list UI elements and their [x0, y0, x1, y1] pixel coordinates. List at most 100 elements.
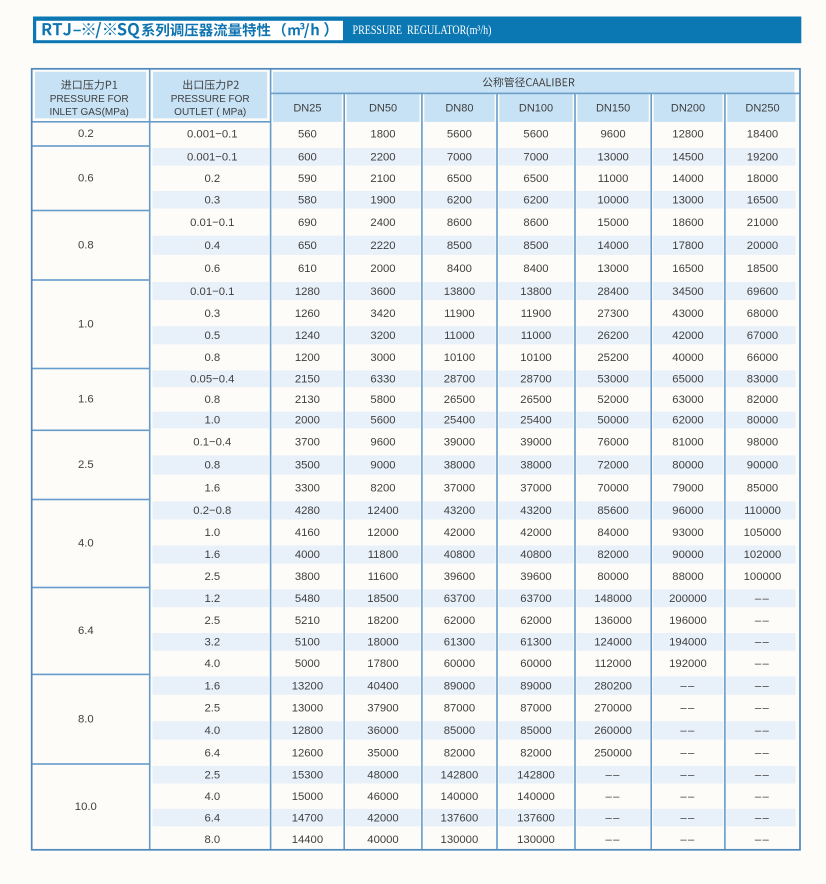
svg-text:39000: 39000 — [520, 437, 551, 449]
svg-text:INLET GAS(MPa): INLET GAS(MPa) — [50, 107, 129, 118]
svg-text:43200: 43200 — [520, 505, 551, 517]
svg-text:580: 580 — [298, 194, 317, 206]
svg-text:––: –– — [606, 791, 621, 803]
svg-text:87000: 87000 — [444, 703, 475, 715]
svg-text:0.4: 0.4 — [204, 240, 220, 252]
svg-text:––: –– — [680, 725, 695, 737]
svg-text:38000: 38000 — [520, 460, 551, 472]
svg-text:63000: 63000 — [672, 394, 703, 406]
svg-text:4.0: 4.0 — [204, 725, 220, 737]
svg-text:12800: 12800 — [672, 129, 703, 141]
svg-text:8200: 8200 — [370, 483, 395, 495]
svg-text:196000: 196000 — [669, 615, 707, 627]
svg-text:25400: 25400 — [444, 415, 475, 427]
svg-text:63700: 63700 — [444, 593, 475, 605]
svg-text:11000: 11000 — [521, 330, 552, 342]
svg-text:11000: 11000 — [598, 173, 629, 185]
svg-text:16500: 16500 — [672, 263, 703, 275]
svg-text:––: –– — [680, 812, 695, 824]
svg-text:43000: 43000 — [672, 308, 703, 320]
svg-text:18400: 18400 — [747, 129, 778, 141]
svg-text:27300: 27300 — [597, 308, 628, 320]
svg-text:0.001−0.1: 0.001−0.1 — [187, 151, 238, 163]
svg-text:15300: 15300 — [292, 769, 323, 781]
svg-text:4280: 4280 — [295, 505, 320, 517]
svg-text:6.4: 6.4 — [204, 748, 220, 760]
svg-text:82000: 82000 — [747, 394, 778, 406]
svg-text:3420: 3420 — [370, 308, 395, 320]
svg-text:8600: 8600 — [447, 217, 472, 229]
svg-text:148000: 148000 — [594, 593, 632, 605]
svg-text:69600: 69600 — [747, 286, 778, 298]
svg-text:48000: 48000 — [367, 769, 398, 781]
svg-text:10100: 10100 — [444, 352, 475, 364]
svg-text:136000: 136000 — [594, 615, 632, 627]
svg-text:60000: 60000 — [520, 658, 551, 670]
svg-text:11900: 11900 — [444, 308, 475, 320]
svg-text:14000: 14000 — [597, 240, 628, 252]
svg-text:19200: 19200 — [747, 151, 778, 163]
svg-text:10000: 10000 — [597, 194, 628, 206]
svg-text:137600: 137600 — [441, 812, 479, 824]
svg-text:62000: 62000 — [672, 415, 703, 427]
svg-text:0.001−0.1: 0.001−0.1 — [187, 129, 238, 141]
svg-text:130000: 130000 — [441, 834, 479, 846]
svg-text:0.6: 0.6 — [78, 172, 94, 184]
svg-text:PRESSURE FOR: PRESSURE FOR — [171, 94, 250, 105]
svg-text:140000: 140000 — [441, 791, 479, 803]
svg-text:––: –– — [606, 834, 621, 846]
svg-text:80000: 80000 — [672, 460, 703, 472]
svg-text:13200: 13200 — [292, 680, 323, 692]
svg-text:––: –– — [680, 748, 695, 760]
svg-text:80000: 80000 — [597, 571, 628, 583]
svg-text:13800: 13800 — [520, 286, 551, 298]
svg-text:590: 590 — [298, 173, 317, 185]
svg-text:15000: 15000 — [292, 791, 323, 803]
svg-text:10100: 10100 — [520, 352, 551, 364]
svg-text:2400: 2400 — [370, 217, 395, 229]
svg-text:10.0: 10.0 — [75, 801, 97, 813]
svg-text:––: –– — [755, 834, 770, 846]
svg-text:16500: 16500 — [747, 194, 778, 206]
svg-text:8600: 8600 — [523, 217, 548, 229]
svg-text:90000: 90000 — [747, 460, 778, 472]
svg-text:3200: 3200 — [370, 330, 395, 342]
svg-text:260000: 260000 — [594, 725, 632, 737]
svg-text:12000: 12000 — [367, 527, 398, 539]
svg-text:53000: 53000 — [597, 374, 628, 386]
svg-text:8400: 8400 — [523, 263, 548, 275]
svg-text:––: –– — [680, 791, 695, 803]
svg-text:61300: 61300 — [444, 637, 475, 649]
svg-text:28400: 28400 — [597, 286, 628, 298]
svg-text:82000: 82000 — [444, 748, 475, 760]
svg-text:6500: 6500 — [447, 173, 472, 185]
svg-text:3800: 3800 — [295, 571, 320, 583]
svg-text:11800: 11800 — [368, 549, 399, 561]
svg-text:––: –– — [680, 769, 695, 781]
svg-text:0.2: 0.2 — [78, 128, 94, 140]
svg-text:1.0: 1.0 — [78, 318, 94, 330]
svg-text:18500: 18500 — [367, 593, 398, 605]
svg-text:1800: 1800 — [370, 129, 395, 141]
svg-text:––: –– — [680, 834, 695, 846]
svg-text:1.6: 1.6 — [78, 394, 94, 406]
svg-text:650: 650 — [298, 240, 317, 252]
svg-text:1.0: 1.0 — [204, 527, 220, 539]
svg-text:1280: 1280 — [295, 286, 320, 298]
svg-text:87000: 87000 — [520, 703, 551, 715]
svg-text:82000: 82000 — [597, 549, 628, 561]
svg-text:DN250: DN250 — [745, 103, 779, 115]
svg-text:42000: 42000 — [444, 527, 475, 539]
svg-text:40800: 40800 — [444, 549, 475, 561]
svg-text:DN80: DN80 — [445, 103, 473, 115]
svg-text:61300: 61300 — [520, 637, 551, 649]
svg-text:17800: 17800 — [367, 658, 398, 670]
svg-text:4160: 4160 — [295, 527, 320, 539]
svg-text:89000: 89000 — [520, 680, 551, 692]
svg-text:98000: 98000 — [747, 437, 778, 449]
svg-text:––: –– — [606, 812, 621, 824]
svg-text:25400: 25400 — [520, 415, 551, 427]
svg-text:11000: 11000 — [444, 330, 475, 342]
svg-text:7000: 7000 — [523, 151, 548, 163]
svg-text:42000: 42000 — [367, 812, 398, 824]
